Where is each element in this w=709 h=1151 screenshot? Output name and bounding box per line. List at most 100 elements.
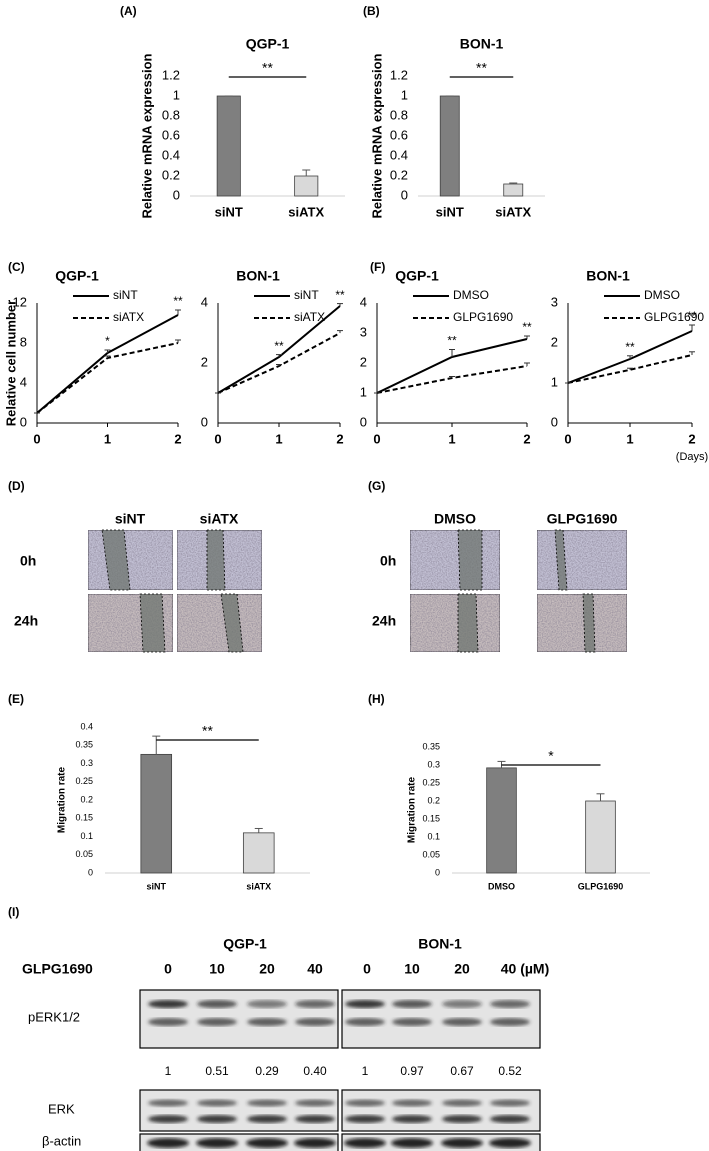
error-bar (152, 735, 161, 755)
error-bar (596, 793, 605, 801)
blot-band (197, 1115, 237, 1123)
blot-band (294, 1138, 336, 1148)
dose-label: 40 (307, 961, 323, 977)
significance-label: ** (274, 339, 284, 353)
blot-band (490, 1115, 530, 1123)
panel-label: (D) (8, 479, 25, 493)
y-tick-label: 0.25 (75, 776, 93, 786)
condition-label: siATX (200, 511, 239, 527)
y-tick-label: 0.3 (80, 758, 93, 768)
y-tick-label: 0.6 (390, 127, 408, 142)
legend-label: DMSO (644, 288, 680, 302)
blot-band (442, 1099, 482, 1107)
dose-label: 20 (259, 961, 275, 977)
blot-band (345, 1115, 385, 1123)
x-tick-label: 0 (33, 431, 40, 446)
wound-gap (139, 593, 166, 653)
y-tick-label: 0 (173, 187, 180, 202)
x-tick-label: siNT (215, 204, 243, 219)
x-tick-label: 2 (688, 431, 695, 446)
dose-label: 10 (209, 961, 225, 977)
microscopy-image (409, 529, 501, 591)
blot-band (345, 1000, 385, 1008)
significance-label: * (548, 748, 554, 764)
time-label: 0h (380, 553, 396, 569)
y-tick-label: 0 (435, 867, 440, 877)
dose-label: 0 (363, 961, 371, 977)
x-tick-label: 0 (564, 431, 571, 446)
y-tick-label: 12 (13, 294, 27, 309)
y-axis-label: Relative cell number (3, 300, 18, 426)
error-bar (689, 324, 695, 331)
x-tick-label: siNT (146, 881, 166, 891)
wound-gap (582, 593, 596, 653)
legend-label: DMSO (453, 288, 489, 302)
y-tick-label: 0.2 (427, 795, 440, 805)
y-tick-label: 2 (360, 354, 367, 369)
band-ratio: 1 (165, 1064, 172, 1078)
error-bar (524, 362, 530, 366)
x-tick-label: 2 (336, 431, 343, 446)
error-bar (449, 349, 455, 357)
x-tick-label: 2 (174, 431, 181, 446)
x-tick-label: siNT (436, 204, 464, 219)
y-tick-label: 0 (20, 414, 27, 429)
legend-label: siATX (113, 310, 144, 324)
blot-band (196, 1138, 238, 1148)
blot-band (295, 1000, 335, 1008)
y-tick-label: 0.2 (390, 167, 408, 182)
x-tick-label: 1 (448, 431, 455, 446)
legend-label: siNT (294, 288, 319, 302)
error-bar (337, 330, 343, 333)
microscopy-image (536, 593, 628, 653)
protein-label: ERK (48, 1101, 75, 1116)
bar (140, 753, 173, 874)
x-tick-label: 0 (214, 431, 221, 446)
wound-gap (206, 529, 226, 591)
bar (242, 832, 275, 874)
dose-label: 10 (404, 961, 420, 977)
blot-band (197, 1099, 237, 1107)
error-bar (254, 827, 263, 833)
error-bar (689, 351, 695, 355)
error-bar (276, 354, 282, 357)
y-tick-label: 8 (20, 334, 27, 349)
panel-label: (A) (120, 4, 137, 18)
significance-label: ** (173, 294, 183, 308)
y-tick-label: 0.35 (75, 740, 93, 750)
blot-band (247, 1000, 287, 1008)
x-tick-label: 2 (523, 431, 530, 446)
blot-band (344, 1138, 386, 1148)
panel-label: (F) (370, 260, 385, 274)
significance-label: ** (335, 288, 345, 302)
panel-label: (I) (8, 905, 19, 919)
y-axis-label: Migration rate (407, 777, 418, 844)
y-tick-label: 2 (551, 334, 558, 349)
y-tick-label: 0.6 (162, 127, 180, 142)
x-tick-label: DMSO (488, 881, 515, 891)
error-bar (175, 309, 181, 315)
blot-band (295, 1115, 335, 1123)
blot-band (295, 1099, 335, 1107)
panel-label: (E) (8, 692, 24, 706)
y-axis-label: Relative mRNA expression (139, 53, 154, 218)
x-tick-label: GLPG1690 (578, 881, 624, 891)
chart-title: BON-1 (236, 268, 280, 284)
blot-band (490, 1099, 530, 1107)
chart-title: QGP-1 (246, 36, 290, 52)
band-ratio: 0.67 (450, 1064, 474, 1078)
y-tick-label: 4 (201, 294, 208, 309)
x-tick-label: 1 (626, 431, 633, 446)
error-bar (337, 303, 343, 306)
wound-gap (220, 593, 244, 653)
panel-label: (G) (368, 479, 385, 493)
blot-band (148, 1115, 188, 1123)
error-bar (175, 339, 181, 343)
y-axis-label: Migration rate (57, 767, 68, 834)
band-ratio: 0.51 (205, 1064, 229, 1078)
y-tick-label: 0.8 (162, 107, 180, 122)
bar (585, 800, 616, 874)
blot-band (246, 1138, 288, 1148)
y-tick-label: 0.2 (162, 167, 180, 182)
